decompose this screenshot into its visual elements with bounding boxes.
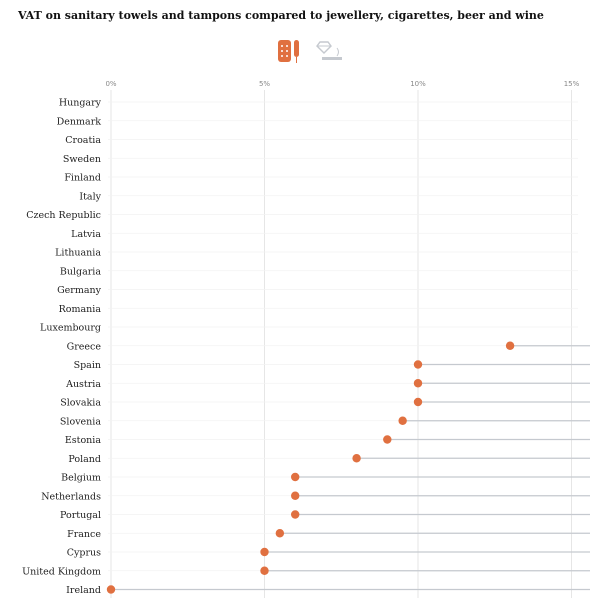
jewellery-cigarettes-icon — [316, 41, 342, 60]
country-label: Italy — [79, 191, 101, 202]
country-label: Belgium — [61, 473, 101, 484]
chart-row: Cyprus — [67, 548, 590, 559]
country-label: Czech Republic — [26, 210, 101, 221]
country-label: Denmark — [57, 116, 102, 127]
sanitary-vat-point — [275, 529, 285, 538]
chart-row: Portugal — [60, 510, 590, 521]
country-label: Latvia — [71, 229, 101, 240]
country-label: Slovakia — [60, 398, 101, 409]
chart-row: Slovenia — [60, 416, 590, 427]
sanitary-vat-point — [291, 491, 300, 500]
chart-legend — [278, 40, 342, 63]
chart-row: Estonia — [65, 435, 590, 446]
chart-row: France — [67, 529, 590, 540]
chart-row: Slovakia — [60, 398, 590, 409]
chart-row: Bulgaria — [60, 266, 578, 277]
x-tick-label: 5% — [259, 80, 270, 88]
country-label: Bulgaria — [60, 266, 101, 277]
chart-row: Czech Republic — [26, 210, 578, 221]
sanitary-vat-point — [505, 341, 515, 350]
chart-row: Germany — [57, 285, 578, 296]
country-label: France — [67, 529, 101, 540]
chart-row: Hungary — [59, 98, 578, 109]
chart-row: Austria — [65, 379, 590, 390]
sanitary-products-icon — [278, 40, 299, 63]
x-tick-label: 15% — [564, 80, 580, 88]
country-label: Austria — [65, 379, 101, 390]
chart-row: Lithuania — [55, 248, 578, 259]
sanitary-vat-point — [291, 510, 300, 519]
x-tick-label: 10% — [410, 80, 426, 88]
chart-row: Italy — [79, 191, 578, 202]
country-label: Romania — [59, 304, 102, 315]
chart-row: Spain — [74, 360, 590, 371]
chart-row: Sweden — [63, 154, 578, 165]
country-label: Estonia — [65, 435, 102, 446]
chart-row: Finland — [64, 173, 578, 184]
chart-title: VAT on sanitary towels and tampons compa… — [18, 9, 544, 22]
chart-row: Greece — [67, 341, 590, 352]
gridlines — [110, 90, 572, 598]
chart-row: United Kingdom — [22, 566, 590, 577]
country-label: Netherlands — [41, 491, 101, 502]
sanitary-vat-point — [398, 416, 407, 425]
country-label: Spain — [74, 360, 101, 371]
sanitary-vat-point — [352, 454, 361, 463]
country-label: Ireland — [66, 585, 101, 596]
chart-rows: Hungary Denmark Croatia Sweden Finland Italy C… — [22, 98, 590, 596]
country-label: Slovenia — [60, 416, 101, 427]
country-label: Sweden — [63, 154, 101, 165]
sanitary-vat-point — [106, 585, 116, 594]
sanitary-vat-point — [413, 379, 423, 388]
chart-row: Netherlands — [41, 491, 590, 502]
country-label: Croatia — [65, 135, 101, 146]
x-tick-label: 0% — [105, 80, 116, 88]
sanitary-vat-point — [260, 566, 269, 575]
sanitary-vat-point — [291, 472, 300, 482]
chart-row: Latvia — [71, 229, 578, 240]
sanitary-vat-point — [383, 435, 392, 444]
sanitary-vat-point — [260, 547, 269, 557]
country-label: Luxembourg — [40, 323, 101, 334]
sanitary-vat-point — [413, 397, 423, 407]
country-label: United Kingdom — [22, 566, 101, 577]
country-label: Germany — [57, 285, 102, 296]
chart-row: Denmark — [57, 116, 578, 127]
country-label: Hungary — [59, 98, 102, 109]
country-label: Cyprus — [67, 548, 101, 559]
x-axis-ticks: 0%5%10%15%20%25% — [105, 80, 580, 88]
country-label: Lithuania — [55, 248, 101, 259]
chart-row: Ireland — [66, 585, 590, 596]
country-label: Greece — [67, 341, 102, 352]
country-label: Poland — [68, 454, 101, 465]
chart-row: Luxembourg — [40, 323, 578, 334]
sanitary-vat-point — [413, 360, 423, 369]
chart-row: Belgium — [61, 473, 590, 484]
chart-row: Poland — [68, 454, 590, 465]
country-label: Portugal — [60, 510, 101, 521]
country-label: Finland — [64, 173, 101, 184]
chart-row: Romania — [59, 304, 578, 315]
chart-row: Croatia — [65, 135, 578, 146]
